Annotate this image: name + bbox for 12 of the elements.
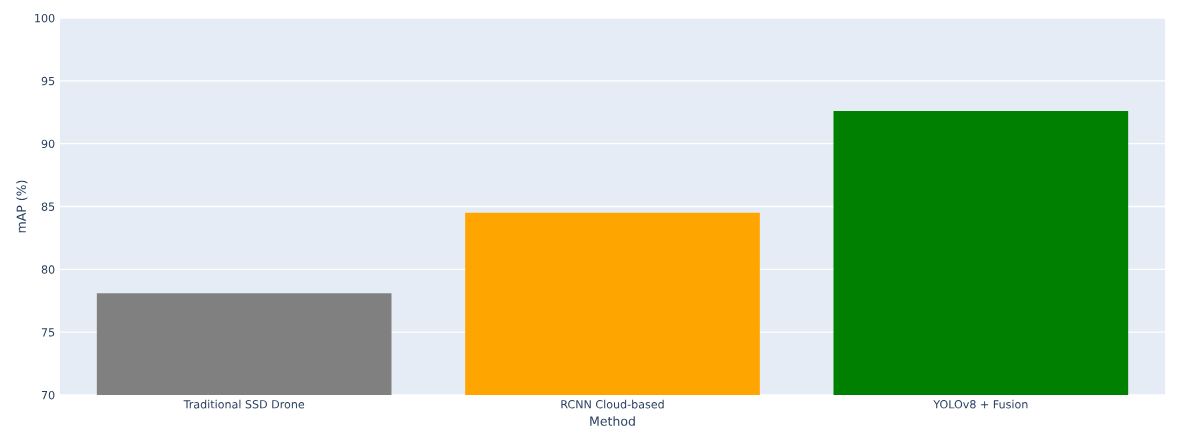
y-axis-title: mAP (%): [16, 180, 28, 233]
y-tick-label: 85: [41, 202, 55, 211]
y-tick-label: 90: [41, 139, 55, 149]
x-tick-label: YOLOv8 + Fusion: [933, 399, 1028, 409]
x-tick-label: Traditional SSD Drone: [183, 399, 305, 409]
y-tick-label: 80: [41, 265, 55, 274]
y-tick-label: 95: [41, 76, 55, 86]
x-axis-title: Method: [590, 416, 635, 426]
x-tick-label: RCNN Cloud-based: [561, 399, 664, 409]
y-tick-label: 75: [41, 328, 55, 337]
y-tick-label: 100: [35, 13, 55, 23]
y-tick-label: 70: [41, 390, 55, 400]
